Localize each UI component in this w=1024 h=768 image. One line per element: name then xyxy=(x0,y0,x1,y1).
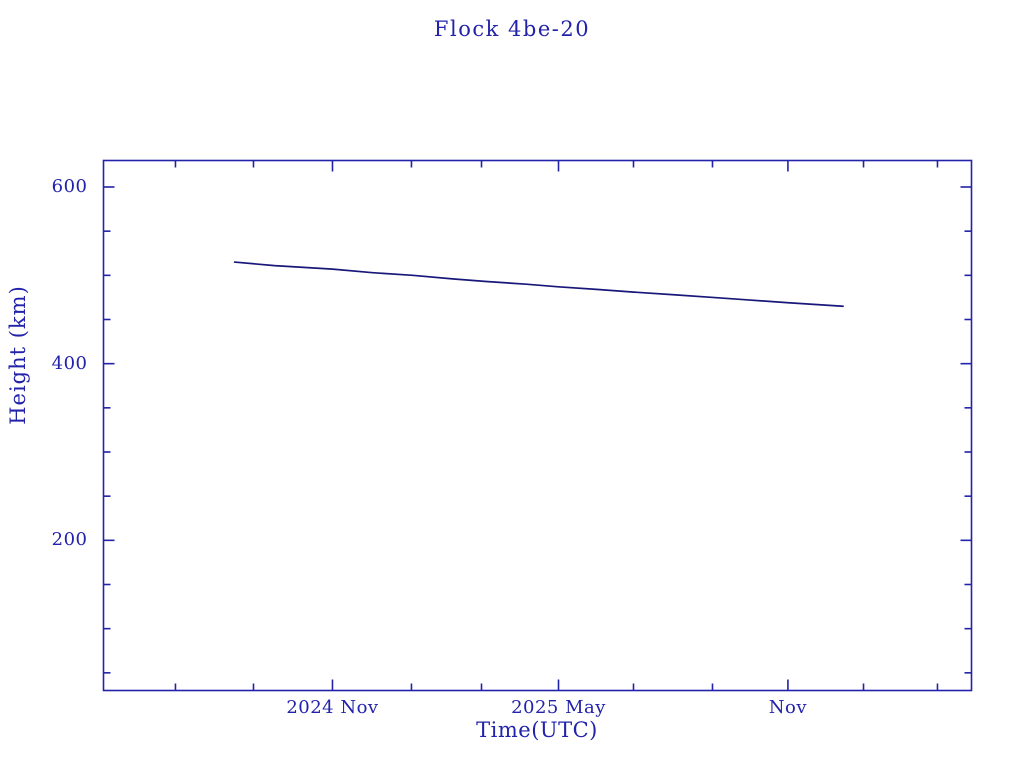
x-axis-title: Time(UTC) xyxy=(476,718,598,742)
x-tick-label: Nov xyxy=(768,696,808,718)
y-tick-label: 200 xyxy=(51,529,88,551)
x-tick-label: 2024 Nov xyxy=(286,696,379,718)
x-tick-label: 2025 May xyxy=(511,696,606,718)
y-tick-label: 600 xyxy=(51,176,88,197)
y-tick-label: 400 xyxy=(51,352,88,374)
axes-frame xyxy=(102,159,973,692)
chart-title: Flock 4be-20 xyxy=(433,17,591,41)
axis-ticks xyxy=(103,160,972,691)
data-series-height xyxy=(233,261,844,308)
